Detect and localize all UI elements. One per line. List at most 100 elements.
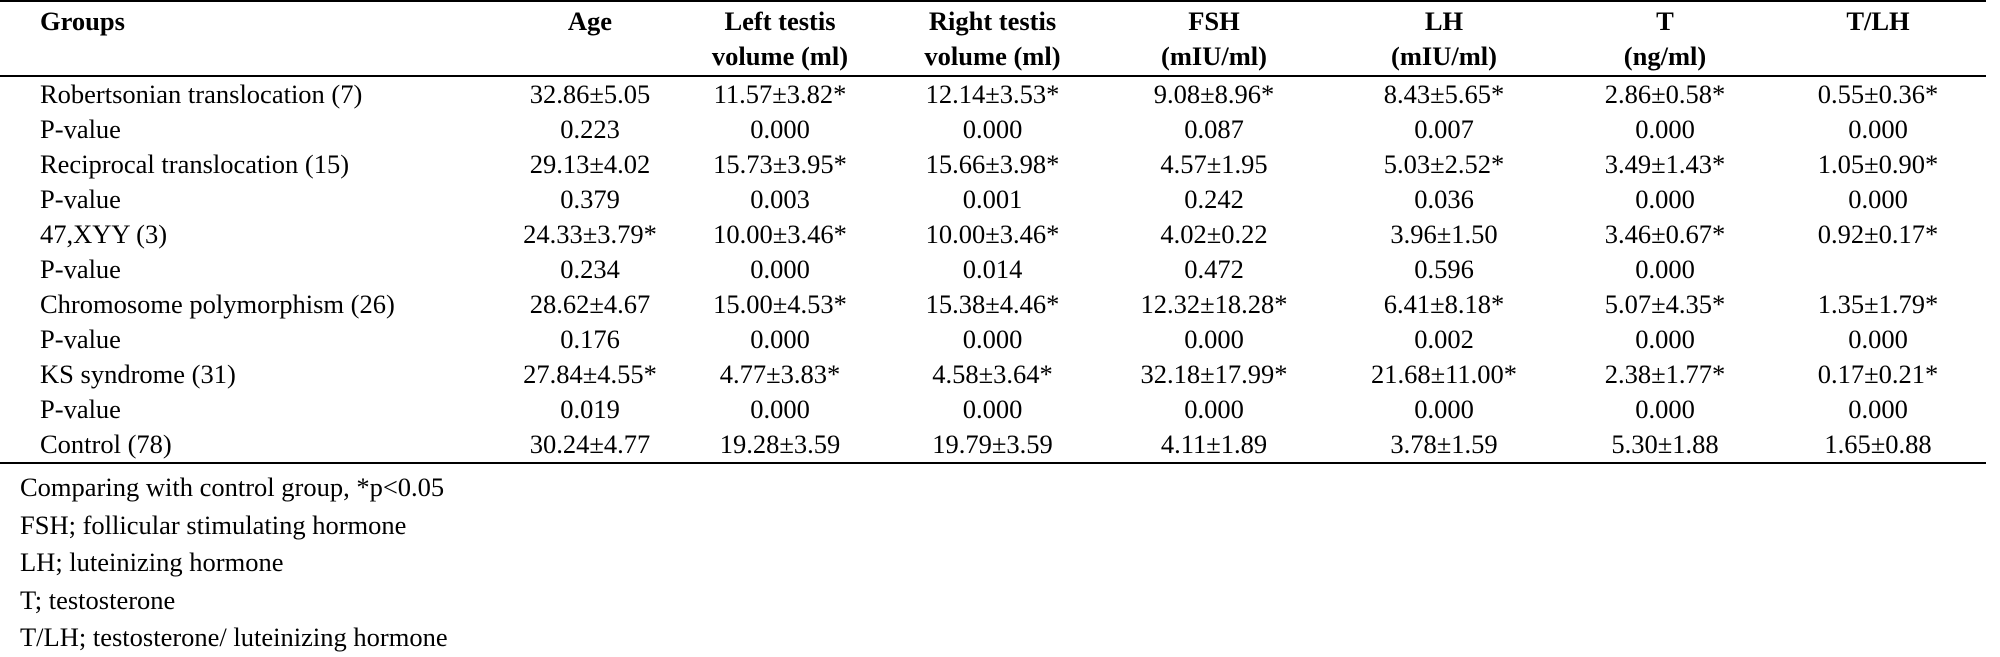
value-cell: 0.379	[560, 184, 620, 214]
value-cell: 8.43±5.65*	[1383, 79, 1505, 109]
value-cell: 0.014	[962, 254, 1023, 284]
value-cell: 19.79±3.59	[885, 427, 1100, 464]
value-cell: 0.000	[1414, 394, 1474, 424]
table-row: KS syndrome (31) 27.84±4.55* 4.77±3.83* 4.5…	[0, 357, 1986, 392]
column-header: Groups	[0, 0, 505, 77]
column-header-line: (ng/ml)	[1623, 41, 1707, 71]
value-cell: 0.007	[1414, 114, 1474, 144]
value-cell: 0.176	[560, 324, 620, 354]
value-cell: 0.000	[1848, 324, 1908, 354]
value-cell: 0.92±0.17*	[1817, 219, 1939, 249]
results-table: Groups Age Left testis volume (ml) Right tes…	[0, 0, 1986, 464]
value-cell: 0.000	[962, 324, 1023, 354]
value-cell: 0.087	[1184, 114, 1244, 144]
value-cell: 5.30±1.88	[1560, 427, 1770, 464]
value-cell: 12.14±3.53*	[925, 79, 1060, 109]
column-header-line: LH	[1424, 6, 1464, 36]
value-cell: 0.036	[1414, 184, 1474, 214]
value-cell: 2.38±1.77*	[1604, 359, 1726, 389]
column-header: Left testis volume (ml)	[675, 0, 885, 77]
table-footnotes: Comparing with control group, *p<0.05 FSH…	[20, 469, 448, 657]
footnote: LH; luteinizing hormone	[20, 547, 284, 577]
value-cell: 4.77±3.83*	[719, 359, 841, 389]
value-cell: 0.000	[962, 394, 1023, 424]
value-cell: 3.49±1.43*	[1604, 149, 1726, 179]
value-cell: 3.46±0.67*	[1604, 219, 1726, 249]
table-row: P-value 0.379 0.003 0.001 0.242 0.036 0.000 0.0…	[0, 182, 1986, 217]
value-cell: 0.000	[1635, 394, 1695, 424]
value-cell: 0.000	[750, 394, 810, 424]
value-cell: 10.00±3.46*	[713, 219, 847, 249]
value-cell: 0.002	[1414, 324, 1474, 354]
value-cell: 0.242	[1184, 184, 1244, 214]
row-label-cell: P-value	[40, 254, 121, 284]
value-cell: 12.32±18.28*	[1140, 289, 1288, 319]
column-header: LH (mIU/ml)	[1328, 0, 1560, 77]
value-cell: 11.57±3.82*	[713, 79, 847, 109]
row-label-cell: Reciprocal translocation (15)	[40, 149, 350, 179]
value-cell: 6.41±8.18*	[1383, 289, 1505, 319]
value-cell: 4.58±3.64*	[932, 359, 1053, 389]
column-header-line: T	[1656, 6, 1674, 36]
row-label-cell: P-value	[40, 184, 121, 214]
value-cell: 10.00±3.46*	[925, 219, 1060, 249]
row-label-cell: Robertsonian translocation (7)	[40, 79, 363, 109]
table-row: P-value 0.234 0.000 0.014 0.472 0.596 0.000	[0, 252, 1986, 287]
value-cell: 0.234	[560, 254, 620, 284]
value-cell: 0.596	[1414, 254, 1474, 284]
value-cell: 0.17±0.21*	[1817, 359, 1939, 389]
value-cell: 24.33±3.79*	[523, 219, 657, 249]
row-label-cell: Control (78)	[0, 427, 505, 464]
value-cell: 19.28±3.59	[675, 427, 885, 464]
table-row: P-value 0.019 0.000 0.000 0.000 0.000 0.000 0.0…	[0, 392, 1986, 427]
row-label-cell: P-value	[40, 394, 121, 424]
row-label-cell: KS syndrome (31)	[40, 359, 236, 389]
value-cell: 5.03±2.52*	[1383, 149, 1505, 179]
value-cell: 0.000	[750, 324, 810, 354]
value-cell: 27.84±4.55*	[523, 359, 657, 389]
value-cell: 0.55±0.36*	[1817, 79, 1939, 109]
value-cell: 0.000	[750, 254, 810, 284]
value-cell: 3.96±1.50	[1390, 219, 1498, 249]
footnote: FSH; follicular stimulating hormone	[20, 509, 407, 540]
value-cell: 4.57±1.95	[1160, 149, 1268, 179]
column-header-line: T/LH	[1846, 6, 1910, 36]
value-cell: 0.003	[750, 184, 810, 214]
value-cell: 1.05±0.90*	[1817, 149, 1939, 179]
column-header-line: Groups	[40, 6, 125, 36]
value-cell: 0.019	[560, 394, 620, 424]
value-cell: 30.24±4.77	[505, 427, 675, 464]
column-header: T/LH	[1770, 0, 1986, 77]
column-header-line: (mIU/ml)	[1391, 41, 1497, 71]
column-header-line: Left testis	[724, 6, 836, 36]
table-body: Robertsonian translocation (7) 32.86±5.05…	[0, 76, 1986, 464]
value-cell: 15.73±3.95*	[713, 149, 847, 179]
value-cell: 21.68±11.00*	[1370, 359, 1518, 389]
table-row: P-value 0.223 0.000 0.000 0.087 0.007 0.000 0.0…	[0, 112, 1986, 147]
value-cell: 32.18±17.99*	[1140, 359, 1288, 389]
table-row: P-value 0.176 0.000 0.000 0.000 0.002 0.000 0.0…	[0, 322, 1986, 357]
value-cell: 0.000	[1848, 394, 1908, 424]
value-cell: 0.000	[1184, 394, 1244, 424]
value-cell: 0.000	[1848, 184, 1908, 214]
value-cell: 32.86±5.05	[529, 79, 651, 109]
value-cell: 15.66±3.98*	[925, 149, 1060, 179]
value-cell: 0.000	[1184, 324, 1244, 354]
value-cell: 0.223	[560, 114, 620, 144]
value-cell: 4.02±0.22	[1160, 219, 1268, 249]
row-label-cell: P-value	[40, 324, 121, 354]
value-cell: 0.001	[962, 184, 1023, 214]
column-header-line: volume (ml)	[924, 41, 1061, 71]
value-cell: 0.000	[962, 114, 1023, 144]
column-header: Right testis volume (ml)	[885, 0, 1100, 77]
value-cell: 4.11±1.89	[1100, 427, 1328, 464]
table-row: 47,XYY (3) 24.33±3.79* 10.00±3.46* 10.00±3.…	[0, 217, 1986, 252]
value-cell: 0.000	[1635, 114, 1695, 144]
footnote: T; testosterone	[20, 584, 176, 615]
value-cell: 0.000	[1635, 254, 1695, 284]
value-cell: 9.08±8.96*	[1153, 79, 1275, 109]
row-label-cell: 47,XYY (3)	[40, 219, 168, 249]
value-cell: 29.13±4.02	[529, 149, 651, 179]
row-label-cell: P-value	[40, 114, 121, 144]
